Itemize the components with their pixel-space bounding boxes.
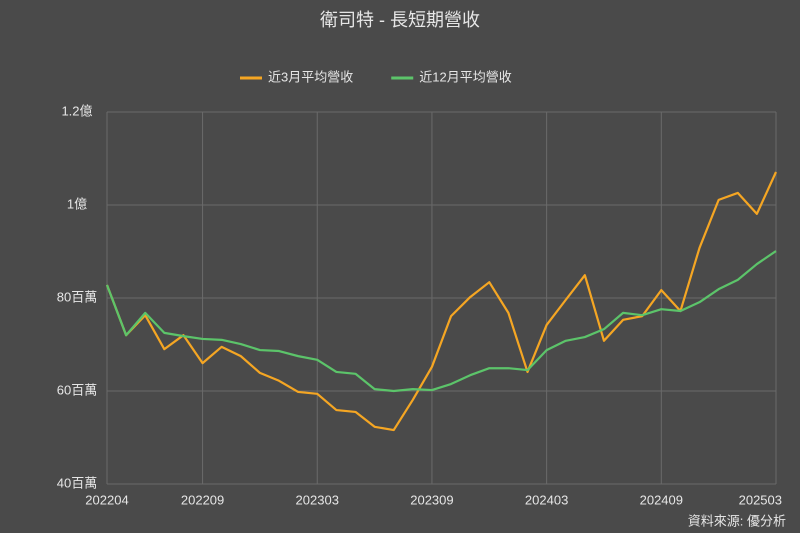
y-tick-label: 60百萬 — [57, 382, 97, 397]
y-tick-label: 1億 — [67, 196, 87, 211]
series-line — [105, 171, 778, 432]
x-tick-label: 202403 — [525, 492, 568, 507]
x-tick-label: 202309 — [410, 492, 453, 507]
x-tick-label: 202409 — [640, 492, 683, 507]
legend-label: 近12月平均營收 — [419, 69, 511, 84]
chart-title: 衛司特 - 長短期營收 — [320, 10, 480, 30]
y-tick-label: 40百萬 — [57, 475, 97, 490]
x-tick-label: 202503 — [739, 492, 782, 507]
x-tick-label: 202303 — [296, 492, 339, 507]
series-line — [105, 250, 777, 393]
x-tick-label: 202209 — [181, 492, 224, 507]
y-tick-label: 1.2億 — [61, 103, 92, 118]
source-note: 資料來源: 優分析 — [688, 513, 786, 528]
y-tick-label: 80百萬 — [57, 289, 97, 304]
x-tick-label: 202204 — [85, 492, 128, 507]
legend-label: 近3月平均營收 — [268, 69, 353, 84]
